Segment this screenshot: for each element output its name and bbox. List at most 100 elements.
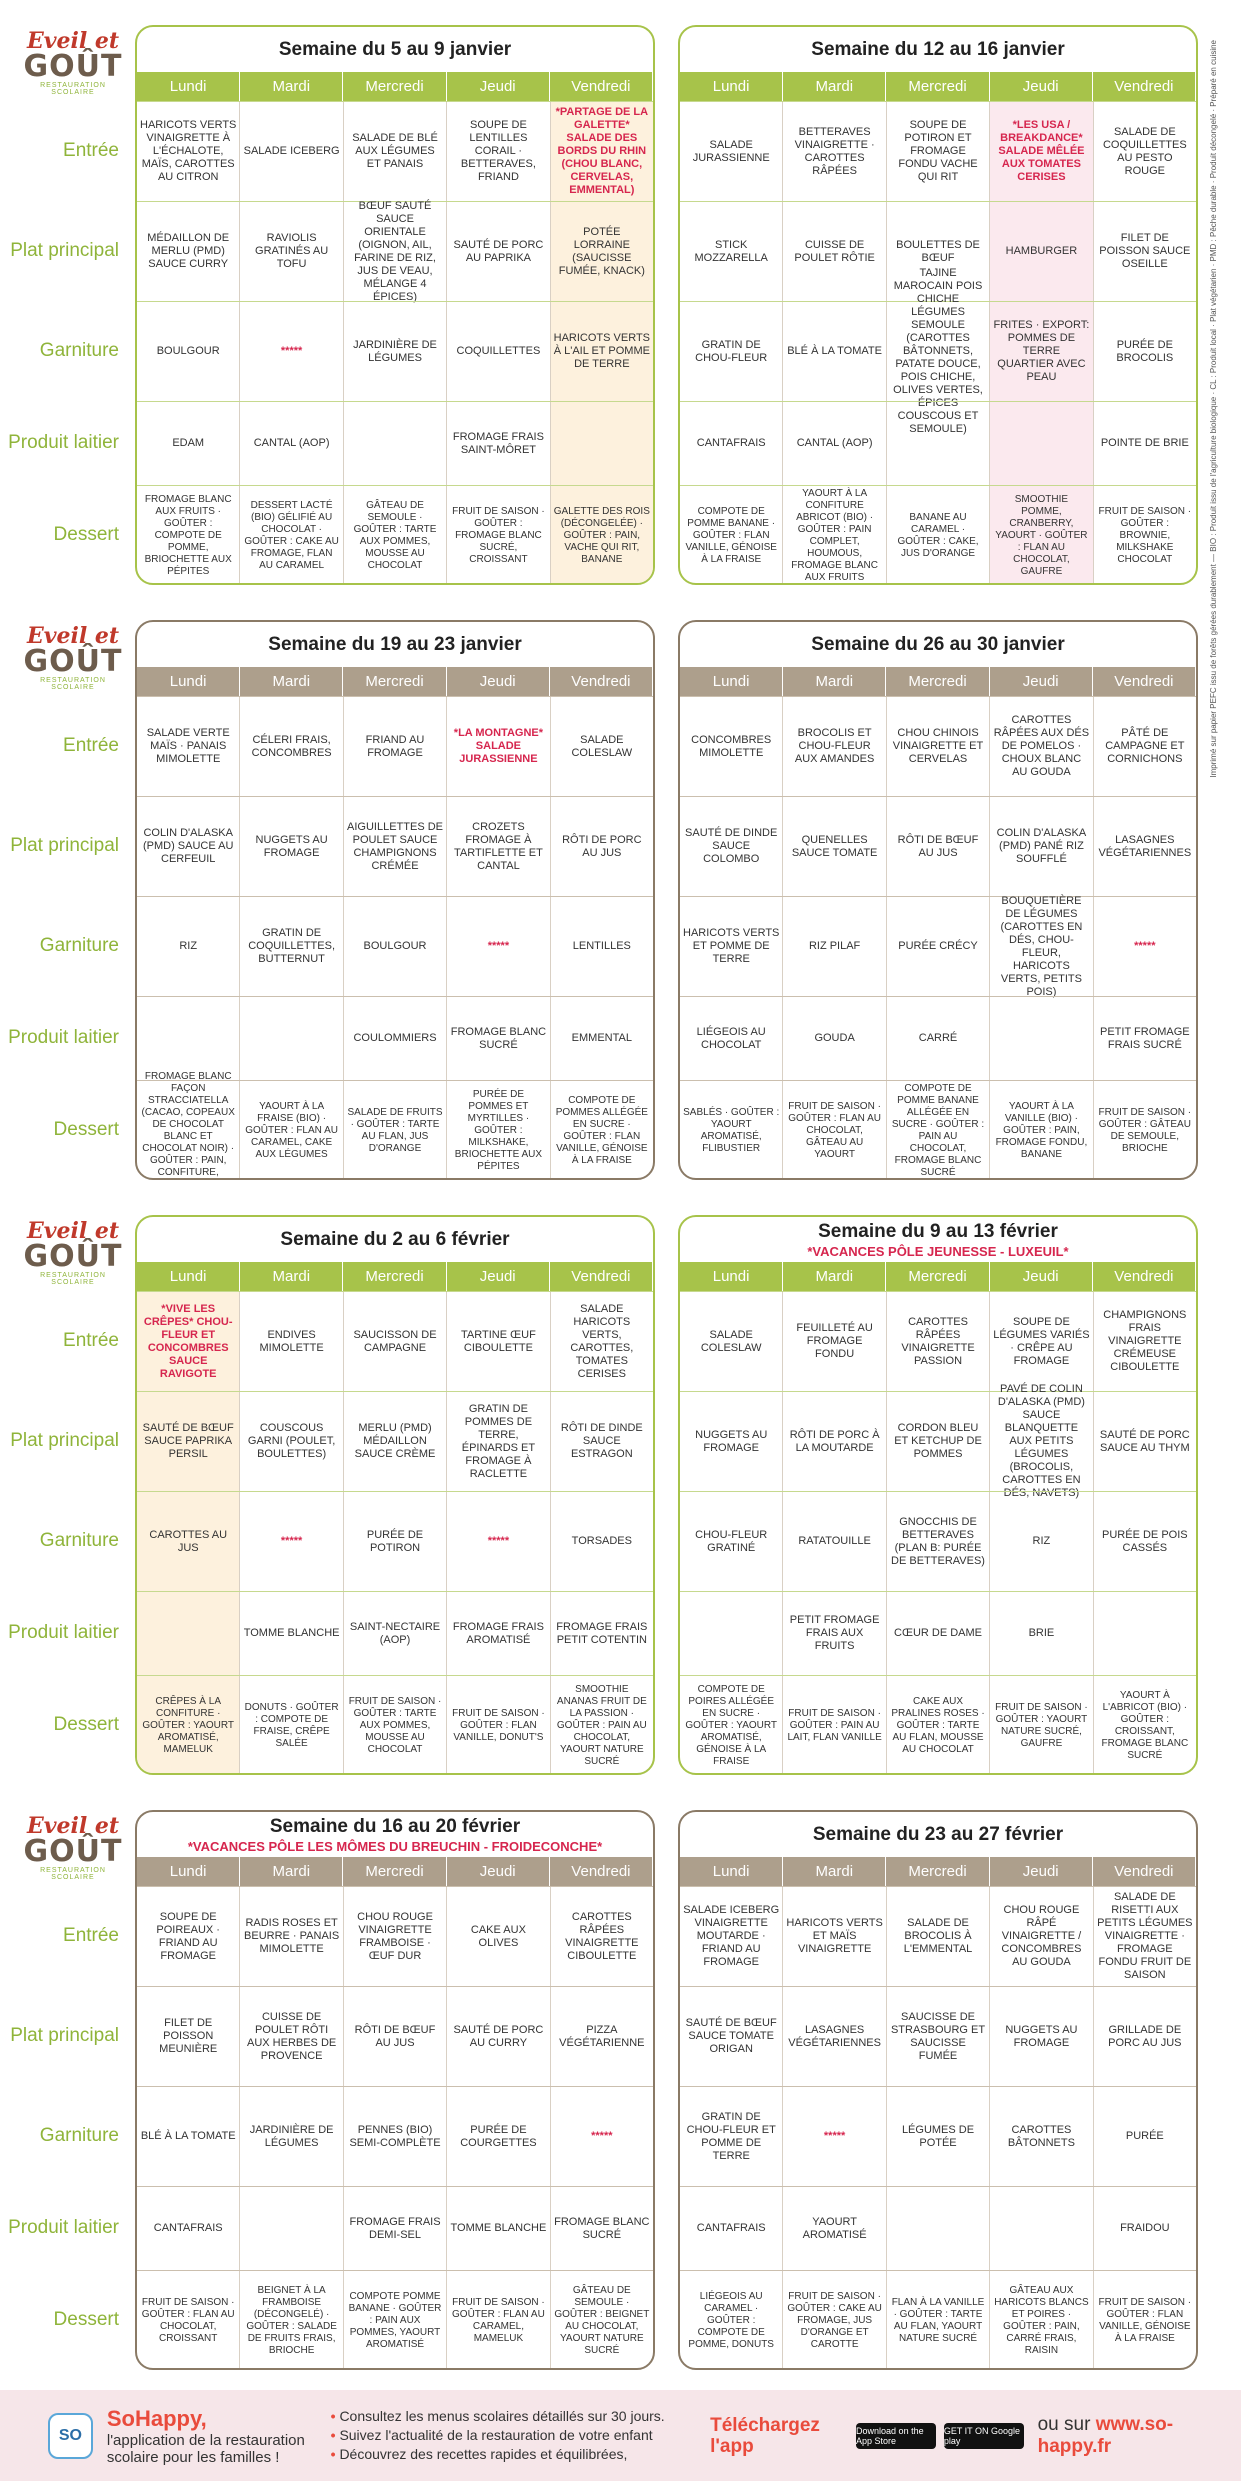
- dish-text: PENNES (BIO) SEMI-COMPLÈTE: [349, 2123, 441, 2149]
- menu-cell: COMPOTE POMME BANANE · GOÛTER : PAIN AUX…: [344, 2271, 448, 2368]
- category-label: Dessert: [53, 1118, 119, 1140]
- app-store-badge[interactable]: Download on the App Store: [856, 2422, 936, 2449]
- menu-cell: *LA MONTAGNE* SALADE JURASSIENNE: [447, 697, 551, 796]
- dish-text: MÉDAILLON DE MERLU (PMD) SAUCE CURRY: [147, 232, 230, 270]
- category-label: Garniture: [39, 2124, 119, 2146]
- menu-cell: BOULGOUR: [344, 897, 448, 996]
- menu-cell: COUSCOUS GARNI (POULET, BOULETTES): [240, 1392, 344, 1491]
- menu-cell: YAOURT À LA VANILLE (BIO) · GOÛTER : PAI…: [990, 1081, 1094, 1178]
- dish-text: CANTAFRAIS: [696, 437, 766, 449]
- category-label: Garniture: [39, 934, 119, 956]
- dish-text: LIÉGEOIS AU CHOCOLAT: [696, 1025, 766, 1051]
- dish-text: HARICOTS VERTS VINAIGRETTE À L'ÉCHALOTE,…: [140, 119, 237, 183]
- dish-text: FROMAGE FRAIS SAINT-MÔRET: [452, 430, 544, 456]
- dish-text: CANTAFRAIS: [153, 2222, 223, 2234]
- dish-text: SAUTÉ DE BŒUF SAUCE TOMATE ORIGAN: [685, 2017, 777, 2055]
- dish-with-snack: FRUIT DE SAISON · GOÛTER : PAIN AU LAIT,…: [787, 1707, 882, 1743]
- menu-cell: PAVÉ DE COLIN D'ALASKA (PMD) SAUCE BLANQ…: [990, 1383, 1094, 1499]
- menu-row: CANTAFRAIS FROMAGE FRAIS DEMI-SEL TOMME BL…: [137, 2186, 653, 2270]
- feature-1: • Consultez les menus scolaires détaillé…: [330, 2408, 665, 2424]
- day-4: Vendredi: [1092, 667, 1196, 696]
- menu-cell: HARICOTS VERTS À L'AIL ET POMME DE TERRE: [550, 302, 653, 401]
- menu-cell: NUGGETS AU FROMAGE: [990, 1987, 1094, 2086]
- menu-cell: CAROTTES RÂPÉES VINAIGRETTE PASSION: [887, 1292, 991, 1391]
- menu-cell: COMPOTE DE POMME BANANE · GOÛTER : FLAN …: [680, 486, 784, 583]
- menu-cell: FROMAGE FRAIS AROMATISÉ: [447, 1592, 551, 1675]
- day-3: Jeudi: [989, 72, 1093, 101]
- menu-cell: *****: [240, 1492, 344, 1591]
- menu-cell: CŒUR DE DAME: [887, 1592, 991, 1675]
- dish-text: FROMAGE FRAIS AROMATISÉ: [452, 1620, 544, 1646]
- menu-cell: ENDIVES MIMOLETTE: [240, 1292, 344, 1391]
- dish-with-snack: YAOURT À LA VANILLE (BIO) · GOÛTER : PAI…: [995, 1100, 1088, 1160]
- menu-cell: [240, 2187, 344, 2270]
- dish-text: CAROTTES BÂTONNETS: [1007, 2123, 1075, 2149]
- menu-cell: SALADE ICEBERG VINAIGRETTE MOUTARDE · FR…: [680, 1887, 784, 1986]
- dish-text: CANTAL (AOP): [253, 437, 330, 449]
- day-header: Lundi Mardi Mercredi Jeudi Vendredi: [680, 72, 1196, 101]
- menu-cell: SALADE COLESLAW: [551, 697, 653, 796]
- menu-cell: JARDINIÈRE DE LÉGUMES: [344, 302, 448, 401]
- dish-text: SALADE JURASSIENNE: [692, 138, 770, 164]
- menu-cell: TORSADES: [551, 1492, 653, 1591]
- website-link[interactable]: ou sur www.so-happy.fr: [1037, 2413, 1174, 2457]
- week-title: Semaine du 5 au 9 janvier: [278, 38, 512, 60]
- week-title: Semaine du 2 au 6 février: [280, 1228, 510, 1250]
- dish-text: COLIN D'ALASKA (PMD) SAUCE AU CERFEUIL: [142, 827, 234, 865]
- dish-with-snack: FRUIT DE SAISON · GOÛTER : FLAN AU CHOCO…: [141, 2296, 235, 2344]
- app-desc: l'application de la restauration scolair…: [106, 2431, 305, 2466]
- menu-cell: GÂTEAU DE SEMOULE · GOÛTER : TARTE AUX P…: [344, 486, 448, 583]
- menu-cell: FILET DE POISSON SAUCE OSEILLE: [1094, 202, 1196, 301]
- menu-cell: RÔTI DE BŒUF AU JUS: [887, 797, 991, 896]
- dish-text: CAROTTES RÂPÉES AUX DÉS DE POMELOS · CHO…: [993, 714, 1090, 778]
- dish-text: SOUPE DE POIREAUX · FRIAND AU FROMAGE: [156, 1910, 220, 1962]
- week-menu: Semaine du 9 au 13 février *VACANCES PÔLE…: [678, 1215, 1198, 1775]
- day-1: Mardi: [240, 667, 344, 696]
- eveil-et-gout-logo: Eveil et GOÛT RESTAURATION SCOLAIRE: [23, 1218, 123, 1286]
- dish-text: EDAM: [172, 437, 205, 449]
- menu-cell: TOMME BLANCHE: [240, 1592, 344, 1675]
- week-menu: Semaine du 26 au 30 janvier Lundi Mardi Mer…: [678, 620, 1198, 1180]
- menu-row: FROMAGE BLANC AUX FRUITS · GOÛTER : COMP…: [137, 485, 653, 583]
- menu-cell: [344, 402, 448, 485]
- dish-text: TOMME BLANCHE: [243, 1627, 340, 1639]
- dish-text: BOULGOUR: [156, 345, 220, 357]
- dish-with-snack: SMOOTHIE POMME, CRANBERRY, YAOURT · GOÛT…: [995, 493, 1088, 577]
- menu-row: CAROTTES AU JUS ***** PURÉE DE POTIRON ****…: [137, 1491, 653, 1591]
- menu-cell: CHOU ROUGE RÂPÉ VINAIGRETTE / CONCOMBRES…: [990, 1887, 1094, 1986]
- dish-with-snack: FRUIT DE SAISON · GOÛTER : BROWNIE, MILK…: [1098, 505, 1192, 565]
- menu-row: SOUPE DE POIREAUX · FRIAND AU FROMAGE RAD…: [137, 1886, 653, 1986]
- menu-cell: SALADE HARICOTS VERTS, CAROTTES, TOMATES…: [551, 1292, 653, 1391]
- dish-text: SAUTÉ DE DINDE SAUCE COLOMBO: [685, 827, 778, 865]
- day-2: Mercredi: [886, 1857, 990, 1886]
- menu-cell: *****: [240, 302, 344, 401]
- menu-row: TOMME BLANCHE SAINT-NECTAIRE (AOP) FROMAGE…: [137, 1591, 653, 1675]
- menu-cell: [990, 2187, 1094, 2270]
- dish-text: COUSCOUS GARNI (POULET, BOULETTES): [247, 1422, 336, 1460]
- dish-with-snack: YAOURT À LA CONFITURE ABRICOT (BIO) · GO…: [791, 487, 878, 583]
- dish-text: JARDINIÈRE DE LÉGUMES: [353, 338, 437, 364]
- menu-cell: SAINT-NECTAIRE (AOP): [344, 1592, 448, 1675]
- menu-cell: LASAGNES VÉGÉTARIENNES: [1094, 797, 1196, 896]
- menu-row: MÉDAILLON DE MERLU (PMD) SAUCE CURRY RAVI…: [137, 200, 653, 303]
- menu-cell: BLÉ À LA TOMATE: [137, 2087, 241, 2186]
- menu-cell: FRUIT DE SAISON · GOÛTER : GÂTEAU DE SEM…: [1094, 1081, 1196, 1178]
- dish-text: CROZETS FROMAGE À TARTIFLETTE ET CANTAL: [454, 820, 543, 872]
- menu-cell: TARTINE ŒUF CIBOULETTE: [447, 1292, 551, 1391]
- menu-cell: [990, 997, 1094, 1080]
- menu-cell: PENNES (BIO) SEMI-COMPLÈTE: [344, 2087, 448, 2186]
- dish-text: BLÉ À LA TOMATE: [787, 345, 882, 357]
- dish-with-snack: FRUIT DE SAISON · GOÛTER : YAOURT NATURE…: [995, 1701, 1088, 1749]
- menu-cell: FRUIT DE SAISON · GOÛTER : PAIN AU LAIT,…: [783, 1676, 887, 1773]
- dish-text: FILET DE POISSON MEUNIÈRE: [159, 2017, 218, 2055]
- menu-cell: SALADE COLESLAW: [680, 1292, 784, 1391]
- menu-cell: FROMAGE BLANC SUCRÉ: [447, 997, 551, 1080]
- menu-cell: *LES USA / BREAKDANCE* SALADE MÊLÉE AUX …: [990, 102, 1094, 201]
- menu-cell: FRUIT DE SAISON · GOÛTER : CAKE AU FROMA…: [783, 2271, 887, 2368]
- dish-with-snack: COMPOTE POMME BANANE · GOÛTER : PAIN AUX…: [348, 2290, 442, 2350]
- menu-cell: CAROTTES AU JUS: [137, 1492, 241, 1591]
- menu-cell: LIÉGEOIS AU CARAMEL · GOÛTER : COMPOTE D…: [680, 2271, 784, 2368]
- menu-cell: CAROTTES RÂPÉES VINAIGRETTE CIBOULETTE: [551, 1887, 653, 1986]
- menu-cell: SMOOTHIE POMME, CRANBERRY, YAOURT · GOÛT…: [990, 486, 1094, 583]
- google-play-badge[interactable]: GET IT ON Google play: [943, 2422, 1024, 2449]
